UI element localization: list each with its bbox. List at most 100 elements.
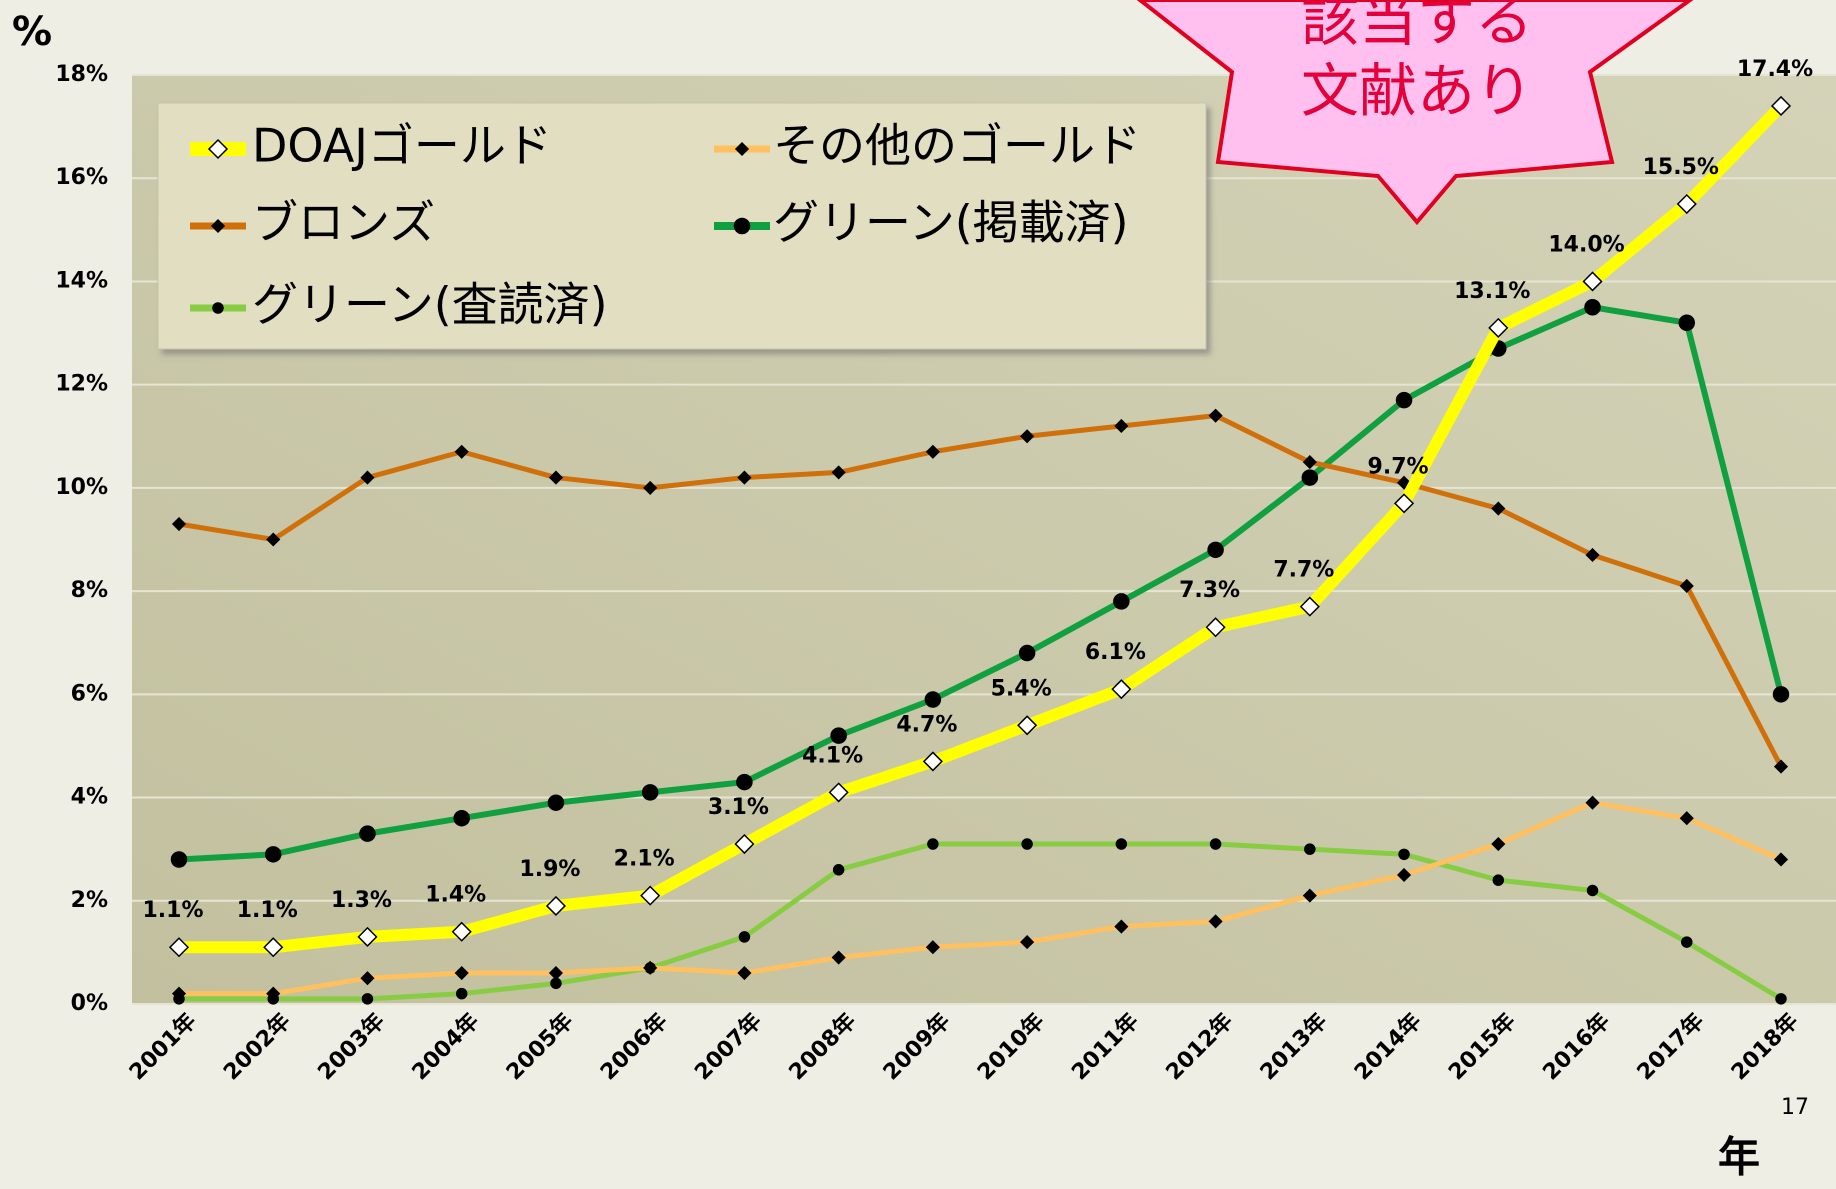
- marker: [736, 773, 753, 791]
- y-tick-label: 0%: [71, 991, 108, 1016]
- series: [173, 838, 1787, 1005]
- marker: [1773, 759, 1789, 774]
- marker: [643, 480, 658, 495]
- marker: [1396, 867, 1412, 883]
- marker: [1395, 391, 1413, 409]
- marker: [1115, 838, 1128, 850]
- marker: [360, 470, 375, 485]
- marker: [1582, 271, 1603, 292]
- marker: [1114, 919, 1129, 934]
- value-label: 1.1%: [237, 898, 298, 923]
- marker: [737, 965, 752, 981]
- marker: [212, 302, 224, 314]
- marker: [1020, 429, 1035, 444]
- marker: [734, 833, 755, 855]
- marker: [170, 851, 188, 868]
- marker: [1299, 596, 1320, 617]
- marker: [1302, 455, 1317, 470]
- marker: [1584, 299, 1601, 316]
- value-label: 6.1%: [1085, 640, 1146, 665]
- y-tick-label: 6%: [71, 681, 108, 706]
- marker: [1679, 811, 1694, 826]
- series: 1.1% 1.1% 1.3% 1.4% 1.9% 2.1% 3.1% 4.1% 4.7% 5.4%…: [142, 57, 1813, 958]
- marker: [1773, 852, 1789, 867]
- marker: [1398, 848, 1410, 861]
- value-label: 9.7%: [1368, 454, 1429, 479]
- series-line: [179, 841, 1783, 1002]
- marker: [1208, 408, 1223, 423]
- marker: [357, 926, 378, 947]
- value-label: 14.0%: [1548, 232, 1624, 257]
- legend-box: [157, 102, 1207, 350]
- value-label: 5.4%: [991, 676, 1052, 701]
- marker: [359, 825, 376, 842]
- legend-item: グリーン(査読済): [190, 278, 608, 332]
- value-label: 7.7%: [1273, 558, 1334, 583]
- marker: [1304, 843, 1316, 855]
- marker: [1114, 418, 1129, 434]
- legend-label: グリーン(査読済): [252, 278, 608, 332]
- y-tick-label: 16%: [55, 165, 108, 190]
- marker: [1681, 936, 1693, 948]
- series-line: [178, 413, 1784, 768]
- series-line: [178, 304, 1784, 863]
- marker: [734, 141, 750, 157]
- marker: [1018, 644, 1036, 662]
- marker: [1017, 715, 1038, 736]
- y-tick-label: 4%: [71, 785, 108, 810]
- value-label: 2.1%: [614, 847, 675, 872]
- callout-text: 該当する: [1301, 0, 1533, 54]
- marker: [1678, 314, 1696, 331]
- series-lines: 1.1% 1.1% 1.3% 1.4% 1.9% 2.1% 3.1% 4.1% 4.7% 5.4%…: [142, 57, 1813, 1005]
- marker: [1585, 547, 1600, 563]
- marker: [360, 971, 375, 986]
- x-axis-title: 年: [1718, 1133, 1760, 1182]
- value-label: 4.1%: [802, 743, 863, 768]
- marker: [1492, 874, 1505, 886]
- y-tick-label: 14%: [55, 268, 108, 293]
- series: [170, 299, 1790, 868]
- value-label: 17.4%: [1737, 57, 1813, 82]
- y-axis-title: %: [12, 9, 52, 55]
- y-tick-label: 12%: [55, 372, 108, 397]
- value-label: 7.3%: [1179, 578, 1240, 603]
- legend-label: グリーン(掲載済): [773, 196, 1129, 250]
- marker: [1393, 493, 1415, 514]
- callout: 該当する 文献あり: [1136, 0, 1694, 226]
- marker: [641, 784, 659, 801]
- marker: [1302, 888, 1317, 903]
- callout-text: 文献あり: [1301, 57, 1533, 125]
- value-label: 1.9%: [519, 857, 580, 882]
- callout-star: [1136, 0, 1694, 226]
- marker: [168, 937, 190, 958]
- marker: [1208, 914, 1223, 929]
- marker: [266, 986, 281, 1001]
- y-tick-label: 8%: [71, 578, 108, 603]
- marker: [1205, 617, 1226, 638]
- marker: [171, 516, 187, 532]
- marker: [643, 960, 658, 975]
- marker: [1491, 836, 1506, 852]
- marker: [454, 444, 469, 459]
- legend-label: その他のゴールド: [773, 119, 1141, 173]
- series: [171, 408, 1789, 774]
- marker: [547, 794, 565, 811]
- marker: [361, 993, 374, 1005]
- value-label: 1.3%: [331, 888, 392, 913]
- marker: [453, 809, 470, 827]
- y-tick-label: 18%: [55, 62, 108, 87]
- marker: [738, 931, 751, 943]
- marker: [451, 921, 472, 942]
- legend-item: その他のゴールド: [714, 119, 1141, 173]
- value-label: 15.5%: [1643, 155, 1719, 180]
- marker: [922, 751, 943, 772]
- marker: [548, 965, 564, 981]
- marker: [831, 950, 846, 965]
- marker: [925, 940, 940, 955]
- y-tick-label: 10%: [55, 475, 108, 500]
- value-label: 1.1%: [142, 898, 203, 923]
- page-number: 17: [1781, 1095, 1809, 1120]
- marker: [171, 986, 187, 1001]
- legend-label: DOAJゴールド: [252, 119, 552, 173]
